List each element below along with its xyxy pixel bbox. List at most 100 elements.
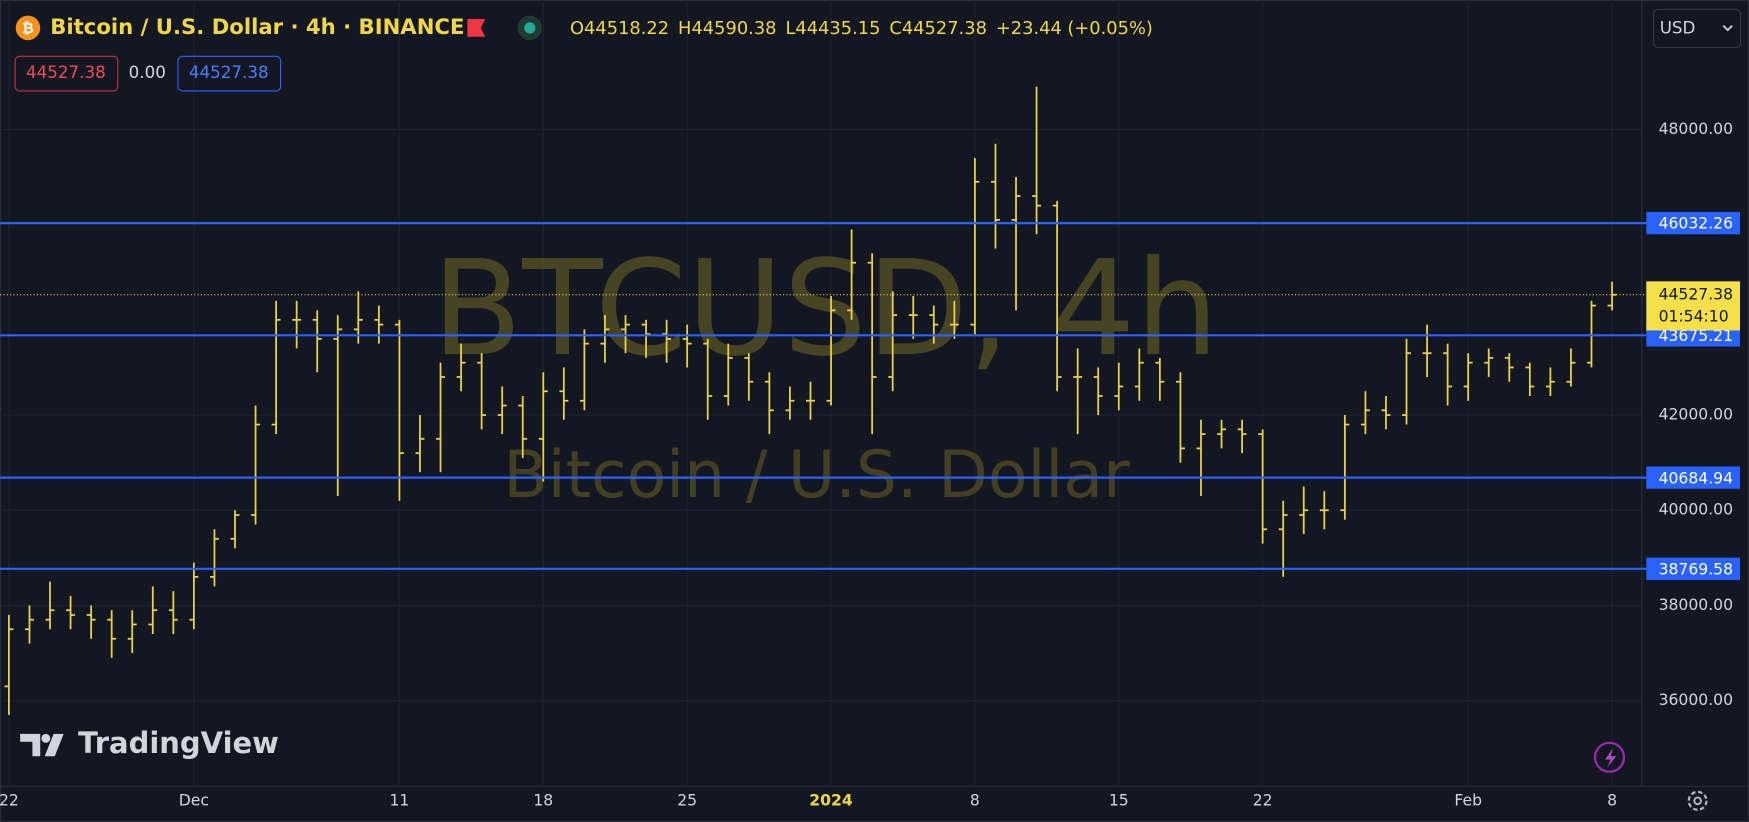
ohlc-bar: [1196, 419, 1206, 496]
ohlc-bar: [148, 586, 158, 634]
ohlc-bar: [867, 253, 877, 435]
ohlc-bar: [209, 529, 219, 587]
ohlc-bar: [1134, 348, 1144, 401]
symbol-title[interactable]: Bitcoin / U.S. Dollar · 4h · BINANCE: [50, 14, 464, 39]
lightning-button[interactable]: [1593, 741, 1626, 773]
ohlc-bar: [1607, 281, 1617, 311]
ohlc-bar: [600, 315, 610, 363]
x-tick-label: 22: [0, 791, 19, 809]
y-tick-label: 48000.00: [1659, 120, 1733, 138]
ohlc-key: L: [785, 18, 795, 39]
ohlc-bar: [45, 581, 55, 630]
level-label: 43675.21: [1659, 327, 1733, 345]
ohlc-key: O: [570, 18, 584, 39]
ohlc-key: H: [678, 18, 691, 39]
ohlc-bar: [1566, 348, 1576, 387]
ohlc-bar: [1155, 357, 1165, 401]
ohlc-bar: [456, 343, 466, 392]
ohlc-bar: [990, 143, 1000, 249]
x-tick-label: Feb: [1454, 791, 1482, 809]
ohlc-bar: [497, 386, 507, 435]
ohlc-bar: [1360, 391, 1370, 435]
ask-price: 44527.38: [189, 62, 269, 82]
ohlc-bar: [1237, 419, 1247, 454]
ohlc-bar: [641, 319, 651, 358]
ohlc-bar: [251, 405, 261, 525]
ohlc-bar: [189, 562, 199, 630]
ohlc-value: 44527.38: [902, 18, 987, 39]
ask-box[interactable]: [177, 55, 282, 92]
flag-icon[interactable]: [467, 18, 486, 37]
level-label-box: [1646, 466, 1740, 489]
select-caret: [1722, 25, 1733, 32]
ohlc-bar: [559, 367, 569, 420]
watermark: BTCUSD, 4h Bitcoin / U.S. Dollar: [432, 233, 1219, 513]
brand-icon: [20, 733, 64, 757]
ohlc-bar: [1504, 353, 1514, 382]
ohlc-bar: [1114, 362, 1124, 411]
change-percent: (+0.05%): [1067, 18, 1153, 39]
ohlc-bar: [1032, 86, 1042, 235]
ohlc-value: 44518.22: [584, 18, 669, 39]
ohlc-bar: [703, 338, 713, 420]
countdown-label: 01:54:10: [1659, 308, 1729, 326]
ohlc-bar: [579, 329, 589, 411]
x-tick-label: Dec: [179, 791, 209, 809]
ohlc-bar: [127, 610, 137, 654]
ohlc-bar: [1545, 367, 1555, 397]
ohlc-bar: [1258, 429, 1268, 544]
ohlc-bar: [970, 158, 980, 335]
ohlc-bar: [847, 229, 857, 320]
ohlc-bar: [785, 386, 795, 420]
last-price-label: 44527.38: [1659, 285, 1733, 303]
ohlc-bar: [1093, 367, 1103, 416]
ohlc-bar: [230, 510, 240, 549]
ohlc-readout: O 44518.22 H 44590.38 L 44435.15 C 44527.38 +23.…: [570, 18, 1153, 39]
ohlc-key: C: [889, 18, 901, 39]
level-label-box: [1646, 211, 1740, 235]
spread: 0.00: [129, 62, 166, 82]
ohlc-bar: [1299, 486, 1309, 535]
ohlc-bar: [1217, 419, 1227, 449]
ohlc-bar: [1525, 362, 1535, 397]
level-label: 40684.94: [1659, 469, 1734, 487]
settings-button[interactable]: [1687, 790, 1708, 811]
gear-outer: [1687, 790, 1708, 811]
coin-icon: [15, 15, 41, 41]
ohlc-value: 44435.15: [795, 18, 880, 39]
y-tick-label: 36000.00: [1659, 691, 1733, 709]
ohlc-bar: [86, 605, 96, 639]
ohlc-bar: [908, 296, 918, 339]
bid-box[interactable]: [14, 55, 119, 92]
ohlc-bar: [1422, 324, 1432, 377]
watermark-description: Bitcoin / U.S. Dollar: [503, 438, 1130, 513]
ohlc-bar: [744, 353, 754, 401]
lightning-icon: [1605, 748, 1617, 768]
axes: 48000.00 42000.00 40000.00 38000.00 36000.00…: [0, 120, 1733, 809]
ohlc-bar: [1587, 300, 1596, 368]
x-tick-label: 11: [389, 791, 409, 809]
ohlc-bar: [1463, 353, 1473, 401]
ohlc-bar: [1319, 491, 1329, 530]
ohlc-bar: [168, 591, 178, 634]
brand-name[interactable]: TradingView: [78, 726, 279, 760]
ohlc-bar: [1011, 177, 1021, 311]
ohlc-bar: [1175, 372, 1185, 463]
ohlc-bar: [415, 415, 425, 473]
ohlc-bar: [1073, 348, 1083, 435]
x-tick-label: 25: [677, 791, 697, 809]
ohlc-bar: [949, 300, 959, 339]
x-tick-label: 8: [1607, 791, 1617, 809]
level-label: 46032.26: [1659, 215, 1733, 233]
currency-select[interactable]: [1653, 8, 1742, 48]
y-tick-label: 40000.00: [1659, 501, 1733, 519]
ohlc-bar: [271, 300, 281, 435]
currency-label: USD: [1660, 17, 1696, 37]
ohlc-bar: [436, 362, 445, 473]
ohlc-bar: [25, 605, 34, 644]
ohlc-bar: [1278, 500, 1288, 577]
ohlc-bar: [333, 315, 343, 496]
ohlc-bar: [312, 310, 322, 373]
ohlc-bar: [826, 296, 836, 406]
